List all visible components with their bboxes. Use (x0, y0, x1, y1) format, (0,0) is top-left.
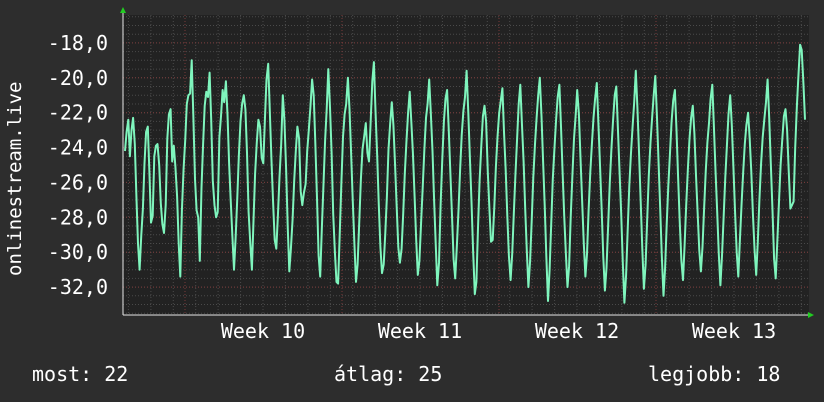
y-tick-label: -22,0 (48, 101, 108, 125)
x-tick-label: Week 11 (378, 319, 462, 343)
y-tick-label: -32,0 (48, 275, 108, 299)
x-axis-arrow-icon (808, 312, 814, 318)
series-line (124, 43, 806, 304)
y-tick-label: -20,0 (48, 66, 108, 90)
axes (120, 7, 814, 318)
x-tick-label: Week 10 (221, 319, 305, 343)
y-tick-label: -18,0 (48, 31, 108, 55)
y-tick-label: -26,0 (48, 170, 108, 194)
x-axis: Week 10 Week 11 Week 12 Week 13 (221, 319, 776, 343)
series (124, 43, 806, 304)
y-tick-label: -30,0 (48, 240, 108, 264)
y-tick-label: -24,0 (48, 136, 108, 160)
x-tick-label: Week 12 (535, 319, 619, 343)
y-axis-label: onlinestream.live (4, 81, 26, 276)
y-axis-arrow-icon (120, 7, 126, 13)
y-axis: -18,0 -20,0 -22,0 -24,0 -26,0 -28,0 -30,0 -32,0 (48, 31, 108, 299)
stat-best: legjobb: 18 (648, 362, 781, 386)
stat-average: átlag: 25 (334, 362, 443, 386)
y-tick-label: -28,0 (48, 205, 108, 229)
stat-now: most: 22 (32, 362, 129, 386)
x-tick-label: Week 13 (692, 319, 776, 343)
